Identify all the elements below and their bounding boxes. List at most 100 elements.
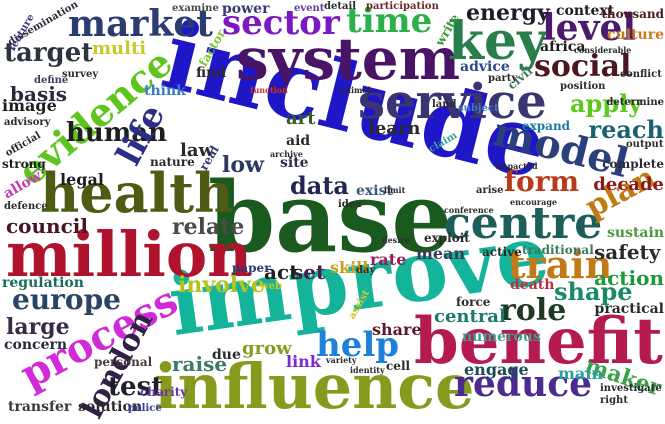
word: shape	[554, 277, 633, 306]
word: art	[286, 108, 316, 129]
word: sector	[222, 3, 340, 43]
word: charity	[140, 385, 188, 399]
word: involve	[178, 272, 265, 298]
word: engage	[464, 360, 529, 379]
word: active	[482, 245, 522, 259]
word: death	[510, 277, 555, 293]
word: define	[34, 75, 69, 86]
word: advisory	[4, 117, 51, 128]
word: nature	[150, 155, 195, 169]
word: power	[222, 1, 270, 17]
word: day	[356, 265, 376, 276]
word: web	[260, 281, 282, 292]
word: skill	[330, 258, 369, 277]
word: identity	[350, 365, 385, 375]
word: level	[542, 7, 637, 49]
word: service	[358, 74, 547, 130]
word: central	[434, 306, 506, 327]
word: strong	[2, 157, 46, 171]
word: paper	[232, 261, 271, 275]
word: output	[626, 139, 664, 150]
word: limit	[384, 185, 406, 195]
word: role	[500, 293, 567, 328]
word: set	[292, 260, 326, 284]
word: exist	[356, 183, 393, 199]
word: party	[488, 73, 518, 84]
word: key	[448, 11, 548, 72]
word: expand	[522, 119, 571, 133]
word: link	[286, 352, 321, 371]
word: site	[280, 155, 309, 171]
word: reach	[588, 115, 664, 144]
word: aid	[286, 133, 311, 149]
word: land	[432, 99, 457, 110]
word: advice	[460, 59, 510, 75]
word: learn	[368, 118, 421, 139]
word: low	[222, 152, 264, 178]
word: time	[346, 1, 433, 41]
word: conflict	[620, 69, 662, 80]
word: council	[6, 214, 88, 238]
word: safety	[594, 240, 661, 264]
word: event	[294, 3, 325, 14]
word: desire	[382, 235, 410, 245]
word: apply	[570, 89, 643, 118]
word: think	[144, 83, 186, 99]
word: image	[2, 96, 57, 115]
word: law	[180, 140, 214, 161]
word: transfer	[8, 399, 72, 415]
word: investigate	[600, 383, 662, 394]
word: target	[4, 38, 94, 68]
word: context	[556, 3, 615, 19]
word: complete	[602, 157, 664, 171]
word: test	[108, 372, 164, 402]
word: position	[560, 81, 606, 92]
word: archive	[270, 149, 303, 159]
word: solution	[78, 399, 143, 415]
word: act	[264, 260, 299, 284]
word: detail	[324, 1, 357, 12]
word: action	[594, 266, 664, 290]
word: europe	[12, 283, 121, 316]
word: system	[236, 25, 461, 93]
word: million	[6, 218, 253, 291]
word: impacted	[496, 161, 538, 171]
word: africa	[540, 39, 586, 55]
word: data	[290, 171, 349, 200]
word: benefit	[414, 304, 663, 379]
word: centre	[444, 198, 603, 249]
word: form	[504, 165, 580, 198]
word: personal	[94, 355, 153, 369]
word: participation	[366, 1, 439, 12]
word: energy	[466, 0, 550, 26]
word: decade	[593, 174, 664, 195]
word: main	[558, 364, 604, 383]
word: defence	[4, 201, 48, 212]
word: arise	[476, 185, 504, 196]
word: social	[534, 49, 632, 84]
word: thousand	[601, 7, 664, 21]
word: human	[66, 118, 168, 148]
word: right	[600, 395, 628, 406]
word: determine	[606, 97, 664, 108]
word: culture	[607, 27, 664, 43]
word: encourage	[510, 197, 558, 207]
word: multi	[92, 38, 147, 59]
word: survey	[62, 69, 99, 80]
word: subject	[458, 103, 499, 114]
word: animal	[340, 85, 371, 95]
word: legal	[60, 170, 104, 189]
word: reduce	[454, 363, 593, 405]
word: traditional	[522, 243, 594, 257]
word: cell	[386, 359, 411, 373]
word: police	[128, 403, 162, 414]
word: function	[250, 85, 288, 95]
word: relate	[172, 214, 245, 240]
word: health	[40, 161, 234, 225]
word: raise	[172, 352, 228, 376]
word: share	[372, 320, 422, 339]
word: mean	[416, 244, 466, 263]
word: rate	[370, 250, 407, 269]
word: regulation	[2, 275, 84, 291]
